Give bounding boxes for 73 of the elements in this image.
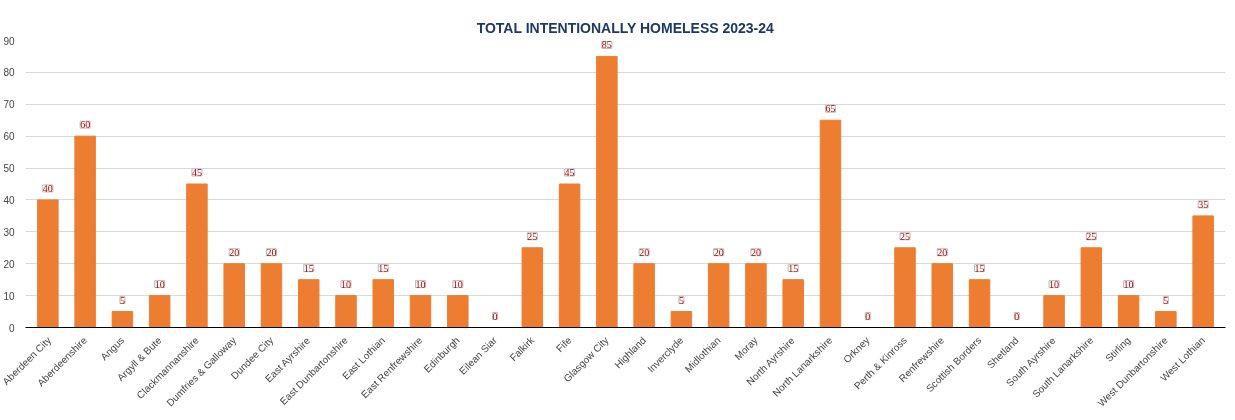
- bar: [223, 263, 245, 328]
- y-tick-label: 60: [3, 131, 15, 143]
- data-label: 10: [1123, 278, 1134, 290]
- bar: [372, 279, 395, 328]
- bar: [596, 55, 618, 328]
- bar: [1043, 295, 1065, 328]
- data-label: 25: [527, 230, 538, 242]
- bar: [633, 263, 655, 328]
- bar: [707, 263, 730, 328]
- data-label: 0: [865, 310, 871, 322]
- data-label: 85: [601, 39, 612, 51]
- y-tick-label: 90: [3, 35, 15, 47]
- y-tick-label: 10: [3, 290, 15, 302]
- data-label: 20: [937, 246, 948, 258]
- data-label: 20: [229, 246, 240, 258]
- data-label: 5: [1163, 294, 1169, 306]
- bar: [1155, 311, 1177, 328]
- bar: [1117, 295, 1140, 328]
- bar: [782, 279, 804, 328]
- y-tick-label: 50: [3, 163, 15, 175]
- data-label: 60: [80, 119, 91, 131]
- data-label: 5: [678, 294, 684, 306]
- data-label: 20: [750, 246, 761, 258]
- data-label: 15: [303, 262, 314, 274]
- data-label: 45: [564, 167, 575, 178]
- data-label: 10: [341, 278, 351, 290]
- bar: [819, 119, 842, 328]
- data-label: 5: [119, 294, 125, 306]
- data-label: 20: [266, 246, 277, 258]
- data-label: 15: [378, 262, 389, 274]
- bar: [148, 295, 171, 328]
- bar: [260, 263, 283, 328]
- bar: [74, 135, 96, 328]
- y-tick-label: 0: [8, 322, 15, 334]
- data-label: 10: [1049, 278, 1060, 290]
- bar: [37, 199, 59, 328]
- y-tick-label: 80: [3, 67, 15, 79]
- data-label: 10: [452, 278, 463, 290]
- y-tick-label: 30: [3, 226, 15, 238]
- chart-title: TOTAL INTENTIONALLY HOMELESS 2023-24: [476, 19, 775, 36]
- y-tick-label: 20: [3, 258, 15, 270]
- bar: [968, 279, 991, 328]
- data-label: 45: [191, 167, 202, 178]
- bar: [931, 263, 954, 328]
- data-label: 0: [492, 310, 498, 322]
- bar: [1192, 215, 1214, 328]
- data-label: 35: [1198, 198, 1209, 210]
- bar: [186, 183, 208, 328]
- data-label: 10: [154, 278, 165, 290]
- bar: [558, 183, 581, 328]
- bar: [409, 295, 432, 328]
- bar: [745, 263, 767, 328]
- bar: [111, 311, 134, 328]
- bar: [335, 295, 357, 328]
- bar: [894, 247, 916, 328]
- data-label: 15: [788, 262, 799, 274]
- bar: [1080, 247, 1103, 328]
- bar: [670, 311, 693, 328]
- data-label: 65: [825, 103, 836, 115]
- data-label: 15: [974, 262, 985, 274]
- data-label: 10: [415, 278, 426, 290]
- data-label: 25: [900, 230, 910, 242]
- bar: [447, 295, 469, 328]
- data-label: 40: [42, 182, 53, 194]
- x-tick-label: Fife: [553, 334, 574, 355]
- bar: [521, 247, 544, 328]
- data-label: 20: [639, 246, 650, 258]
- data-label: 20: [713, 246, 724, 258]
- data-label: 0: [1014, 310, 1020, 322]
- y-tick-label: 70: [3, 99, 15, 111]
- data-label: 25: [1086, 230, 1097, 242]
- bar: [297, 279, 320, 328]
- y-tick-label: 40: [3, 194, 15, 206]
